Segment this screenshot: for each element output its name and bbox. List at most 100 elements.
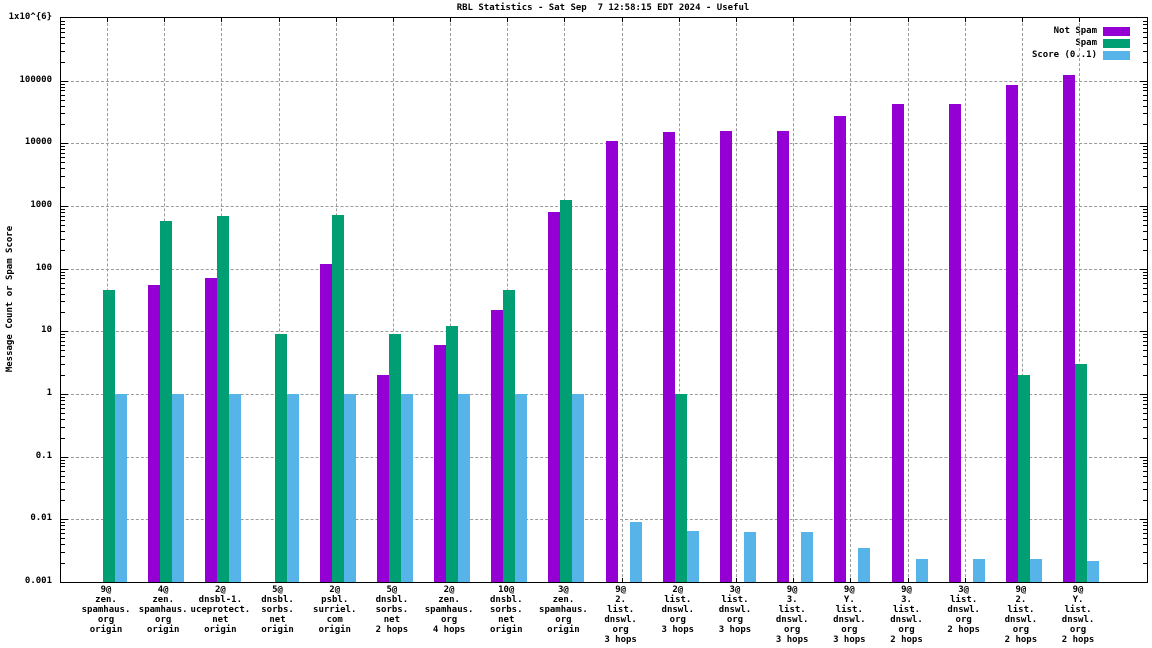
- x-tick-label-line: dnswl.: [890, 615, 923, 625]
- y-minor-tick: [1143, 500, 1147, 502]
- y-major-tick: [61, 268, 68, 270]
- y-minor-tick: [1143, 153, 1147, 155]
- x-tick-label-line: surriel.: [313, 605, 357, 615]
- x-tick-label-line: spamhaus.: [539, 605, 588, 615]
- y-tick-label: 100000: [19, 74, 52, 85]
- x-tick-label-line: 5@: [386, 585, 398, 595]
- y-gridline: [61, 456, 1147, 458]
- y-minor-tick: [1143, 345, 1147, 347]
- x-tick-label-line: psbl.: [321, 595, 349, 605]
- y-minor-tick: [1143, 538, 1147, 540]
- bar-not-spam: [376, 375, 389, 582]
- bar-not-spam: [777, 130, 790, 582]
- y-minor-tick: [61, 500, 65, 502]
- y-minor-tick: [61, 162, 65, 164]
- x-gridline: [1079, 18, 1081, 582]
- x-tick-label-line: 3@: [958, 585, 970, 595]
- y-minor-tick: [61, 278, 65, 280]
- bar-not-spam: [662, 132, 675, 582]
- bar-not-spam: [891, 104, 904, 582]
- y-minor-tick: [61, 61, 65, 63]
- y-minor-tick: [1143, 459, 1147, 461]
- y-minor-tick: [1143, 350, 1147, 352]
- x-tick-label-line: 2.: [1015, 595, 1027, 605]
- x-tick-label-line: list.: [607, 605, 635, 615]
- y-minor-tick: [61, 403, 65, 405]
- x-tick-label-line: spamhaus.: [81, 605, 131, 615]
- y-minor-tick: [1143, 334, 1147, 336]
- x-tick-label-line: 9@: [1015, 585, 1027, 595]
- x-tick-label-line: dnsbl.: [489, 595, 523, 605]
- x-tick-bottom: [907, 578, 909, 582]
- y-minor-tick: [61, 224, 65, 226]
- y-major-tick: [61, 456, 68, 458]
- x-tick-label-line: org: [726, 615, 744, 625]
- y-minor-tick: [1143, 552, 1147, 554]
- x-tick-label-line: list.: [1064, 605, 1092, 615]
- x-tick-top: [850, 18, 852, 22]
- x-tick-label-line: 9@: [100, 585, 112, 595]
- x-tick-label-line: dnsbl-1.: [198, 595, 243, 605]
- x-tick-label-line: 3 hops: [718, 625, 752, 635]
- y-minor-tick: [61, 475, 65, 477]
- bar-not-spam: [1005, 85, 1018, 582]
- x-gridline: [850, 18, 852, 582]
- x-tick-bottom: [964, 578, 966, 582]
- x-gridline: [793, 18, 795, 582]
- y-minor-tick: [61, 124, 65, 126]
- y-minor-tick: [61, 337, 65, 339]
- y-minor-tick: [61, 36, 65, 38]
- x-tick-label-line: dnsbl.: [261, 595, 294, 605]
- x-tick-label-line: origin: [547, 625, 580, 635]
- y-major-tick: [1140, 519, 1147, 521]
- y-minor-tick: [61, 533, 65, 535]
- y-minor-tick: [61, 334, 65, 336]
- y-minor-tick: [1143, 124, 1147, 126]
- y-tick-label: 1: [46, 388, 52, 398]
- x-tick-label-line: 3 hops: [833, 635, 866, 645]
- x-tick-label-line: dnswl.: [833, 615, 866, 625]
- x-tick-label-line: 3@: [558, 585, 569, 595]
- x-gridline: [1021, 18, 1023, 582]
- x-gridline: [735, 18, 737, 582]
- bar-score-0-1: [400, 394, 413, 582]
- x-tick-label: 9@ 2. list. dnswl. org 2 hops: [985, 585, 1057, 645]
- y-major-tick: [61, 331, 68, 333]
- y-minor-tick: [1143, 287, 1147, 289]
- y-minor-tick: [61, 149, 65, 151]
- y-tick-label: 10000: [24, 137, 52, 148]
- x-tick-top: [507, 18, 509, 22]
- y-minor-tick: [1143, 466, 1147, 468]
- x-tick-label-line: zen.: [152, 595, 175, 605]
- x-tick-label-line: 2@: [329, 585, 341, 595]
- bar-spam: [446, 326, 459, 582]
- y-minor-tick: [1143, 418, 1147, 420]
- x-tick-label-line: org: [440, 615, 458, 625]
- x-tick-label-line: origin: [146, 625, 180, 635]
- x-tick-label-line: 2 hops: [1061, 635, 1095, 645]
- bar-not-spam: [319, 263, 332, 582]
- x-tick-label: 2@ psbl. surriel. com origin: [299, 585, 371, 635]
- y-minor-tick: [61, 356, 65, 358]
- y-major-tick: [61, 206, 68, 207]
- y-minor-tick: [61, 168, 65, 170]
- y-minor-tick: [1143, 99, 1147, 101]
- bar-not-spam: [605, 140, 618, 582]
- y-minor-tick: [1143, 337, 1147, 339]
- y-major-tick: [61, 80, 68, 82]
- legend-item-score: Score (0..1): [1032, 49, 1130, 61]
- bar-score-0-1: [801, 532, 814, 582]
- x-tick-label-line: origin: [489, 625, 523, 635]
- y-minor-tick: [61, 176, 65, 178]
- y-minor-tick: [1143, 396, 1147, 398]
- bar-not-spam: [719, 130, 732, 582]
- x-tick-top: [335, 18, 337, 22]
- x-tick-label-line: 2.: [615, 595, 627, 605]
- y-minor-tick: [61, 249, 65, 251]
- x-tick-top: [793, 18, 795, 22]
- y-minor-tick: [61, 400, 65, 402]
- y-minor-tick: [1143, 212, 1147, 214]
- x-tick-label-line: 3 hops: [604, 635, 637, 645]
- x-gridline: [392, 18, 394, 582]
